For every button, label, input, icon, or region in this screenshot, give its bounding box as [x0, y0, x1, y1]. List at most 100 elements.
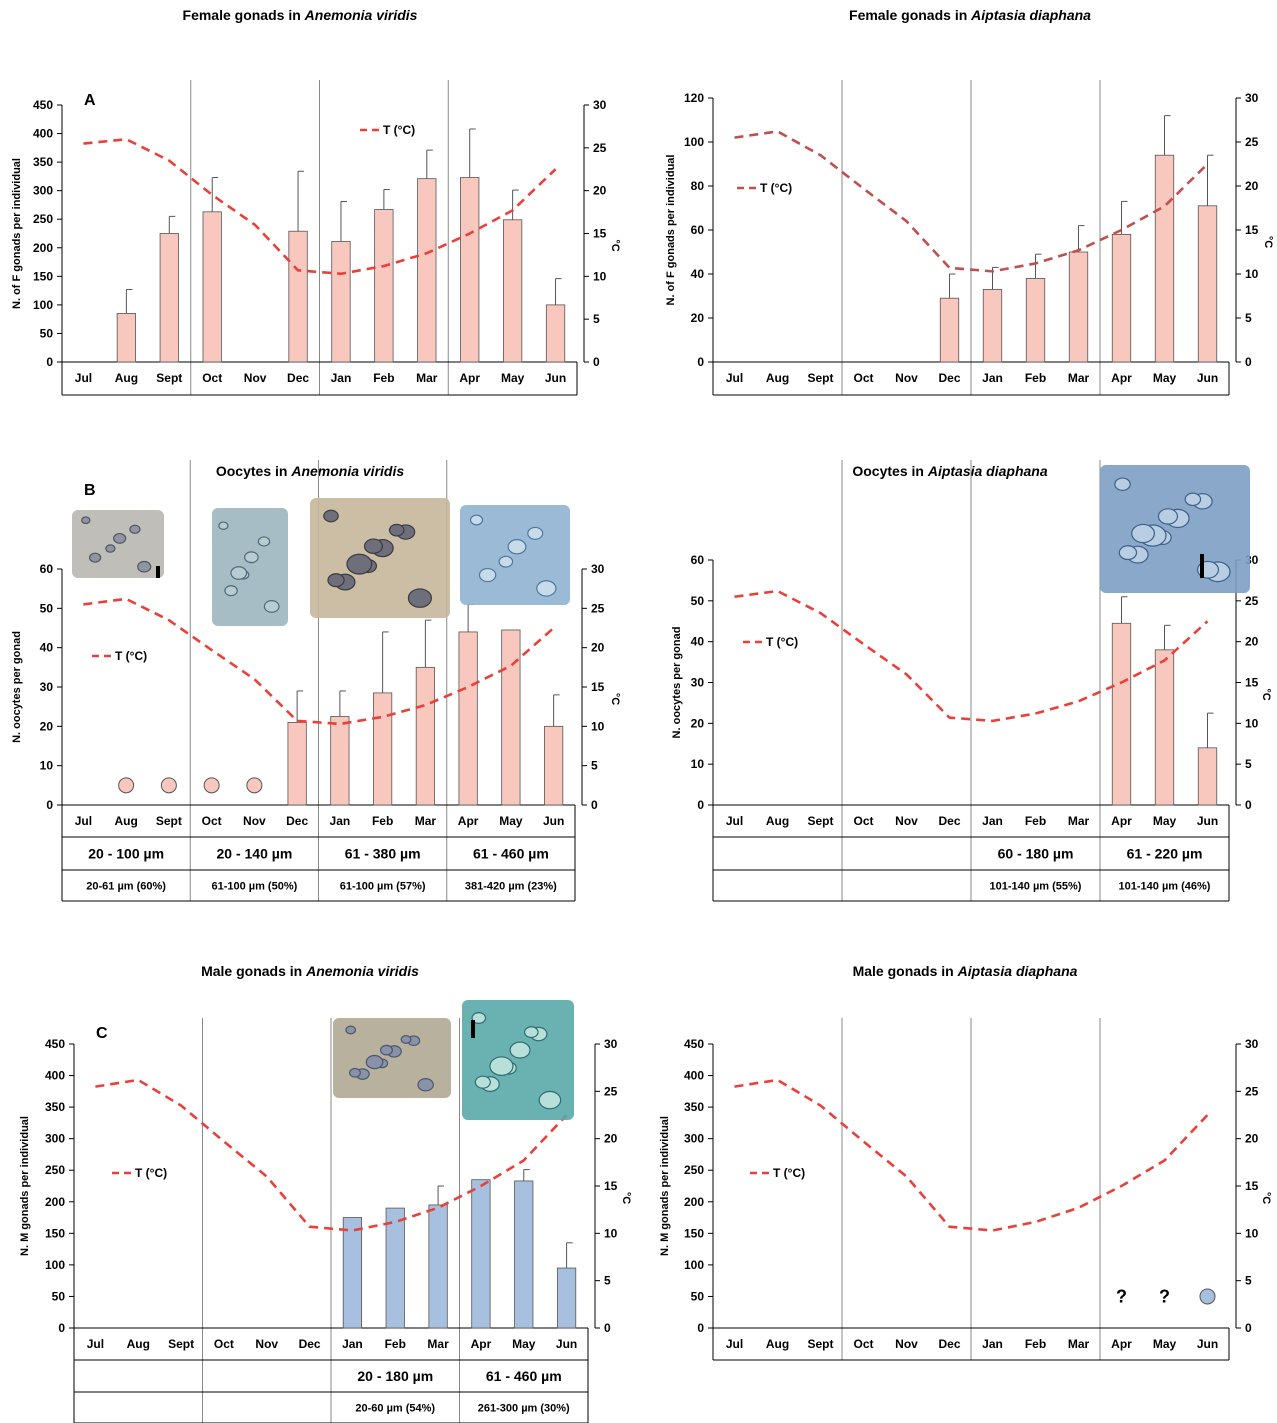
y2-tick-label: 25	[1245, 1084, 1259, 1098]
panel-letter: B	[84, 482, 96, 499]
bar	[502, 219, 523, 363]
bar	[385, 1207, 405, 1329]
x-tick-label: Aug	[766, 1337, 789, 1351]
size-range-label: 61 - 380 µm	[345, 846, 421, 862]
chart-title-species: Anemonia viridis	[290, 463, 404, 479]
bar	[1154, 649, 1175, 806]
size-mode-label: 101-140 µm (46%)	[1119, 881, 1211, 893]
x-tick-label: Jan	[982, 814, 1003, 828]
y2-tick-label: 15	[604, 1179, 618, 1193]
chart-title: Oocytes in Anemonia viridis	[216, 463, 404, 479]
y-tick-label: 0	[697, 1321, 704, 1335]
y-tick-label: 400	[33, 127, 53, 141]
y-tick-label: 450	[684, 1037, 704, 1051]
micrograph-cell	[345, 1025, 357, 1035]
bar	[415, 666, 435, 806]
legend-label: T (°C)	[773, 1166, 805, 1180]
micrograph-cell	[105, 544, 116, 553]
x-tick-label: Jul	[87, 1337, 104, 1351]
micrograph-cell	[469, 514, 484, 526]
chart-title-species: Aiptasia diaphana	[970, 7, 1091, 23]
micrograph-cell	[244, 551, 259, 564]
bar	[982, 288, 1003, 363]
micrograph-c2	[462, 1000, 574, 1120]
y-tick-label: 300	[33, 184, 53, 198]
y-axis-label: N. oocytes per gonad	[671, 627, 683, 739]
bar	[1154, 154, 1175, 363]
y-tick-label: 80	[691, 179, 705, 193]
x-tick-label: Feb	[385, 1337, 406, 1351]
x-tick-label: Apr	[459, 371, 480, 385]
x-tick-label: Jul	[75, 371, 92, 385]
y2-tick-label: 0	[1245, 1321, 1252, 1335]
y2-tick-label: 10	[1245, 267, 1259, 281]
y2-tick-label: 20	[591, 641, 605, 655]
micrograph-b1	[72, 510, 164, 578]
bar	[458, 631, 478, 806]
y-tick-label: 40	[691, 635, 705, 649]
bar	[939, 297, 960, 363]
presence-marker	[1199, 1288, 1216, 1305]
bar	[417, 178, 437, 363]
x-tick-label: Mar	[415, 814, 437, 828]
y2-tick-label: 0	[604, 1321, 611, 1335]
bar	[116, 313, 137, 363]
size-range-label: 20 - 180 µm	[357, 1368, 433, 1384]
scale-bar	[156, 566, 160, 578]
y2-tick-label: 5	[1245, 311, 1252, 325]
y-tick-label: 150	[684, 1226, 704, 1240]
y2-axis-label: °C	[1260, 1192, 1272, 1204]
micrograph-cell	[1118, 545, 1138, 561]
y2-tick-label: 25	[593, 141, 607, 155]
micrograph-cell	[1184, 492, 1202, 507]
y2-tick-label: 25	[604, 1084, 618, 1098]
micrograph-cell	[407, 588, 432, 608]
legend-label: T (°C)	[383, 123, 415, 137]
bar	[1111, 233, 1132, 363]
y-tick-label: 0	[46, 355, 53, 369]
y-tick-label: 300	[45, 1132, 65, 1146]
size-mode-label: 261-300 µm (30%)	[478, 1403, 570, 1415]
y-tick-label: 120	[684, 91, 704, 105]
micrograph-cell	[1157, 508, 1179, 525]
x-tick-label: Nov	[243, 814, 266, 828]
unknown-marker: ?	[1159, 1286, 1170, 1306]
x-tick-label: Jun	[556, 1337, 577, 1351]
y2-tick-label: 10	[591, 719, 605, 733]
size-mode-label: 20-60 µm (54%)	[355, 1403, 435, 1415]
x-tick-label: Aug	[127, 1337, 150, 1351]
bar	[1025, 277, 1046, 363]
y2-tick-label: 20	[604, 1132, 618, 1146]
panel-letter: C	[96, 1025, 108, 1042]
y2-tick-label: 15	[593, 227, 607, 241]
chart-title: Female gonads in Anemonia viridis	[183, 7, 418, 23]
x-tick-label: Jul	[726, 814, 743, 828]
y2-tick-label: 25	[591, 601, 605, 615]
y-axis-label: N. of F gonads per individual	[11, 158, 23, 309]
x-tick-label: Mar	[416, 371, 438, 385]
y2-tick-label: 10	[604, 1226, 618, 1240]
y2-tick-label: 15	[1245, 223, 1259, 237]
y-tick-label: 350	[45, 1100, 65, 1114]
size-range-label: 20 - 140 µm	[216, 846, 292, 862]
y-tick-label: 0	[697, 798, 704, 812]
y-tick-label: 40	[40, 641, 54, 655]
micrograph-cell	[323, 509, 339, 523]
y2-tick-label: 30	[591, 562, 605, 576]
y-tick-label: 50	[691, 594, 705, 608]
y2-tick-label: 20	[1245, 635, 1259, 649]
x-tick-label: Sept	[807, 1337, 833, 1351]
y-axis-label: N. M gonads per individual	[19, 1116, 31, 1256]
micrograph-cell	[224, 585, 238, 597]
bar	[330, 716, 350, 806]
chart-panel-c2: Male gonads in Aiptasia diaphana05010015…	[659, 963, 1272, 1361]
x-tick-label: Aug	[114, 814, 137, 828]
x-tick-label: Apr	[1111, 371, 1132, 385]
chart-title-species: Anemonia viridis	[304, 7, 418, 23]
y-tick-label: 20	[691, 311, 705, 325]
micrograph-cell	[417, 1078, 434, 1092]
micrograph-cell	[489, 1056, 514, 1076]
presence-marker	[246, 777, 263, 794]
chart-title: Oocytes in Aiptasia diaphana	[852, 463, 1047, 479]
